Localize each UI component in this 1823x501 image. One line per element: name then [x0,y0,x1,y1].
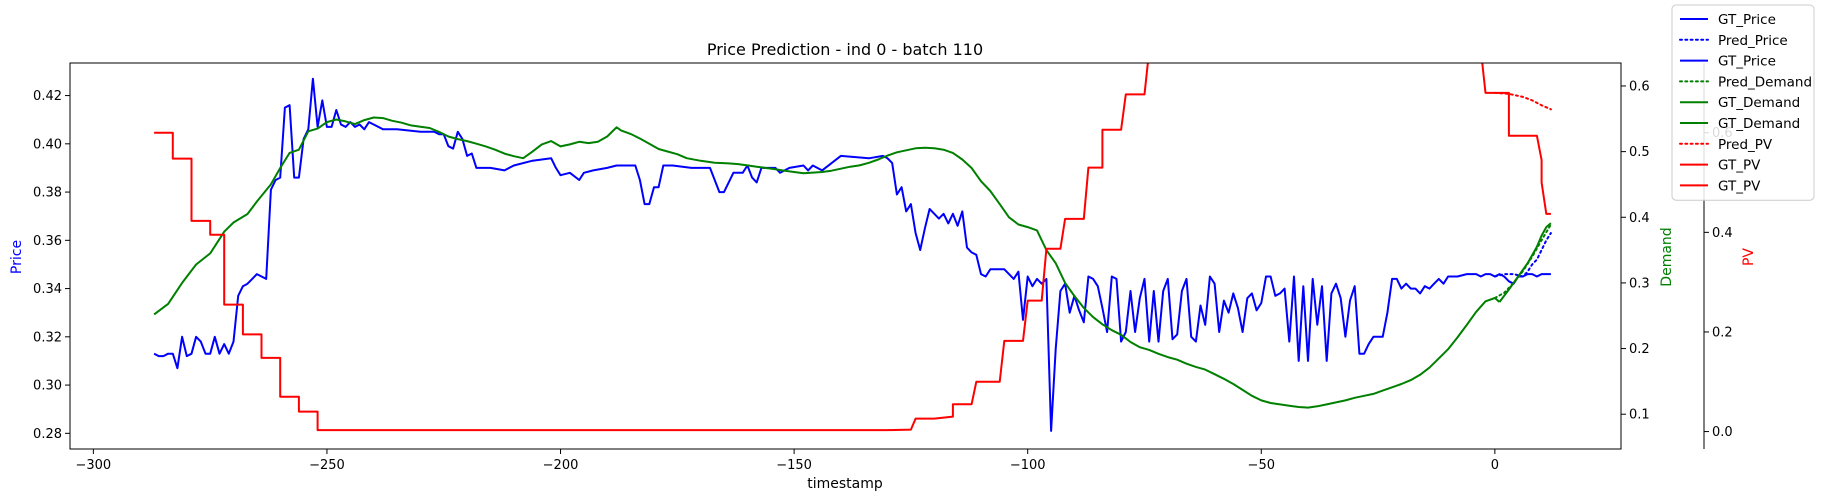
legend-label: Pred_Demand [1718,74,1812,90]
demand-tick-label: 0.5 [1629,145,1650,160]
legend-label: GT_Demand [1718,95,1800,111]
series-line-gt-demand-3 [1498,222,1552,303]
pv-tick-label: 0.2 [1712,325,1733,340]
x-tick-label: −250 [309,458,345,473]
price-axis: 0.28 0.30 0.32 0.34 0.36 0.38 0.40 0.42 [33,89,70,442]
legend-label: Pred_Price [1718,33,1788,49]
x-axis: −300 −250 −200 −150 −100 −50 0 [75,449,1499,473]
series-line-gt-price-0 [153,77,1551,432]
legend-label: GT_PV [1718,158,1761,174]
series-line-gt-pv-6 [1494,91,1551,215]
x-tick-label: −200 [543,458,579,473]
price-tick-label: 0.36 [33,234,62,249]
demand-tick-label: 0.3 [1629,276,1650,291]
legend-frame [1671,4,1815,201]
x-tick-label: −300 [75,458,111,473]
series-line-pred-price-1 [1493,232,1552,278]
demand-tick-label: 0.2 [1629,342,1650,357]
series-line-gt-pv-5 [154,63,1495,432]
price-tick-label: 0.40 [33,137,62,152]
price-tick-label: 0.34 [33,282,62,297]
legend-label: GT_Demand [1718,116,1800,132]
pv-tick-label: 0.4 [1712,226,1733,241]
legend: GT_Price Pred_Price GT_Price Pred_Demand GT_… [1671,4,1815,201]
series-line-pred-demand-4 [1493,223,1552,299]
price-tick-label: 0.42 [33,89,62,104]
price-tick-label: 0.38 [33,186,62,201]
price-tick-label: 0.30 [33,379,62,394]
demand-tick-label: 0.4 [1629,211,1650,226]
x-tick-label: −50 [1248,458,1275,473]
pv-axis-label: PV [1741,248,1757,266]
price-tick-label: 0.32 [33,330,62,345]
demand-axis: 0.1 0.2 0.3 0.4 0.5 0.6 [1621,79,1650,423]
series-line-pred-pv-7 [1493,91,1552,111]
legend-label: GT_PV [1718,178,1761,194]
price-axis-label: Price [9,240,25,274]
demand-axis-label: Demand [1659,227,1675,286]
series-line-gt-demand-2 [153,116,1501,409]
x-tick-label: −100 [1010,458,1046,473]
x-axis-label: timestamp [807,476,883,492]
demand-tick-label: 0.1 [1629,408,1650,423]
legend-label: GT_Price [1718,12,1776,28]
demand-tick-label: 0.6 [1629,79,1650,94]
plot-frame [69,62,1622,450]
series-lines [153,63,1552,432]
chart-title: Price Prediction - ind 0 - batch 110 [707,40,983,59]
legend-label: GT_Price [1718,54,1776,70]
legend-label: Pred_PV [1718,137,1773,153]
x-tick-label: 0 [1491,458,1499,473]
price-tick-label: 0.28 [33,427,62,442]
pv-tick-label: 0.0 [1712,425,1733,440]
x-tick-label: −150 [776,458,812,473]
